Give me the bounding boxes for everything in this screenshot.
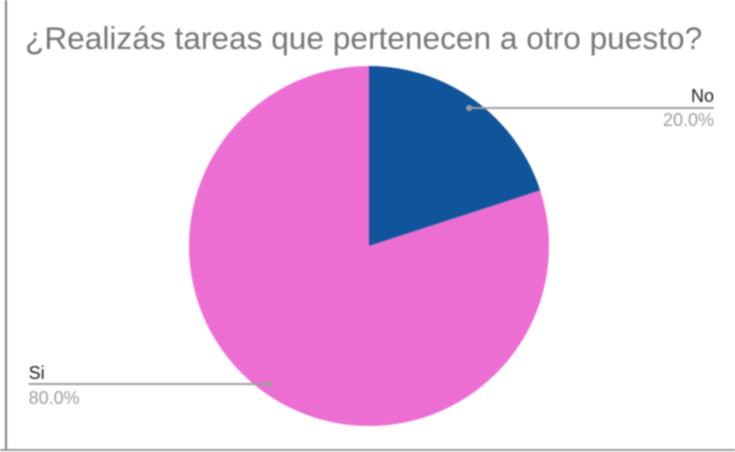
leader-dot-si <box>265 380 272 388</box>
slice-label-no: No 20.0% <box>663 87 714 129</box>
slice-label-no-name: No <box>690 86 714 107</box>
left-border-line <box>5 0 7 450</box>
pie-slice-si <box>188 66 549 426</box>
leader-dot-no <box>466 104 473 112</box>
chart-title: ¿Realizás tareas que pertenecen a otro p… <box>25 19 703 56</box>
bottom-border-line <box>0 448 735 452</box>
slice-label-no-pct: 20.0% <box>662 109 714 130</box>
pie-slice-no <box>369 66 541 246</box>
slice-label-si-name: Si <box>28 363 45 383</box>
slice-label-si-pct: 80.0% <box>28 387 80 408</box>
slice-label-si: Si 80.0% <box>29 364 80 407</box>
